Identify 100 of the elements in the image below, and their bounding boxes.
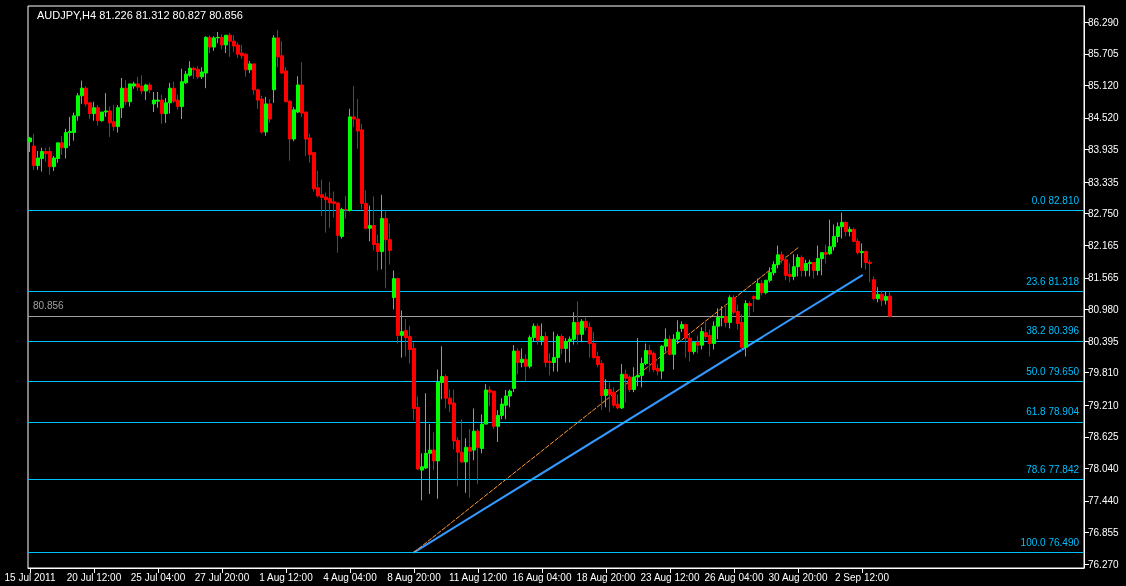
candlestick bbox=[872, 275, 876, 301]
ref-line-label: 38.2 80.396 bbox=[1026, 325, 1080, 337]
y-tick-label: 76.270 bbox=[1088, 558, 1120, 570]
candlestick bbox=[384, 209, 388, 289]
x-tick-label: 27 Jul 20:00 bbox=[194, 571, 250, 583]
x-tick-label: 4 Aug 04:00 bbox=[323, 571, 378, 583]
candlestick bbox=[124, 79, 128, 106]
candlestick bbox=[524, 353, 528, 382]
y-tick-label: 83.335 bbox=[1088, 176, 1120, 188]
candlestick bbox=[268, 98, 272, 124]
candlestick bbox=[180, 68, 184, 120]
candlestick bbox=[340, 207, 344, 240]
candlestick bbox=[556, 333, 560, 373]
y-tick-label: 82.165 bbox=[1088, 239, 1120, 251]
y-tick-label: 86.290 bbox=[1088, 16, 1120, 28]
candlestick bbox=[504, 389, 508, 420]
candlestick bbox=[760, 279, 764, 296]
candlestick bbox=[684, 323, 688, 359]
candlestick bbox=[824, 244, 828, 264]
x-tick-label: 26 Aug 04:00 bbox=[704, 571, 764, 583]
candlestick bbox=[196, 65, 200, 80]
candlestick bbox=[220, 33, 224, 50]
candlestick bbox=[812, 261, 816, 280]
ref-line-label: 0.0 82.810 bbox=[1031, 194, 1080, 206]
candlestick bbox=[192, 66, 196, 80]
candlestick bbox=[540, 323, 544, 346]
y-tick-label: 80.395 bbox=[1088, 335, 1120, 347]
chart-title: AUDJPY,H4 81.226 81.312 80.827 80.856 bbox=[37, 8, 243, 21]
candlestick bbox=[264, 96, 268, 137]
candlestick bbox=[724, 304, 728, 328]
y-tick-label: 79.810 bbox=[1088, 367, 1120, 379]
candlestick bbox=[476, 428, 480, 485]
candlestick bbox=[848, 226, 852, 237]
candlestick bbox=[576, 300, 580, 346]
x-tick-label: 20 Jul 12:00 bbox=[66, 571, 122, 583]
candlestick bbox=[108, 106, 112, 138]
x-tick-label: 11 Aug 12:00 bbox=[448, 571, 508, 583]
candlestick bbox=[612, 386, 616, 408]
candlestick bbox=[800, 254, 804, 277]
candlestick bbox=[468, 428, 472, 499]
y-tick-label: 76.855 bbox=[1088, 527, 1120, 539]
candlestick bbox=[140, 74, 144, 95]
candlestick bbox=[92, 101, 96, 122]
candlestick bbox=[396, 277, 400, 345]
ref-line-label: 50.0 79.650 bbox=[1026, 365, 1080, 377]
candlestick bbox=[884, 291, 888, 306]
candlestick bbox=[620, 363, 624, 410]
candlestick bbox=[792, 253, 796, 281]
y-tick-label: 85.120 bbox=[1088, 80, 1120, 92]
candlestick bbox=[696, 334, 700, 354]
candlestick bbox=[756, 278, 760, 300]
candlestick bbox=[380, 194, 384, 270]
candlestick bbox=[604, 378, 608, 408]
candlestick bbox=[40, 147, 44, 173]
candlestick bbox=[648, 344, 652, 373]
candlestick bbox=[28, 136, 32, 153]
y-tick-label: 82.750 bbox=[1088, 208, 1120, 220]
candlestick bbox=[248, 60, 252, 74]
candlestick bbox=[624, 368, 628, 403]
candlestick bbox=[208, 34, 212, 54]
candlestick bbox=[832, 224, 836, 251]
candlestick bbox=[700, 326, 704, 350]
candlestick bbox=[160, 94, 164, 125]
ref-line-label: 80.856 bbox=[33, 300, 65, 312]
candlestick bbox=[860, 242, 864, 269]
x-tick-label: 25 Jul 04:00 bbox=[130, 571, 186, 583]
candlestick bbox=[680, 320, 684, 333]
y-tick-label: 78.625 bbox=[1088, 431, 1120, 443]
x-tick-label: 16 Aug 04:00 bbox=[512, 571, 572, 583]
candlestick bbox=[840, 212, 844, 240]
candlestick bbox=[444, 373, 448, 409]
ref-line-label: 78.6 77.842 bbox=[1026, 463, 1080, 475]
candlestick bbox=[744, 299, 748, 358]
candlestick bbox=[472, 407, 476, 461]
candlestick bbox=[752, 294, 756, 313]
candlestick bbox=[136, 76, 140, 92]
candlestick bbox=[148, 82, 152, 94]
candlestick bbox=[368, 205, 372, 242]
candlestick bbox=[212, 35, 216, 52]
x-tick-label: 23 Aug 12:00 bbox=[640, 571, 700, 583]
ref-line-label: 23.6 81.318 bbox=[1026, 275, 1080, 287]
candlestick bbox=[344, 195, 348, 220]
ref-line-label: 100.0 76.490 bbox=[1020, 536, 1080, 548]
candlestick bbox=[816, 245, 820, 276]
candlestick bbox=[152, 91, 156, 113]
x-tick-label: 2 Sep 12:00 bbox=[835, 571, 890, 583]
y-tick-label: 78.040 bbox=[1088, 462, 1120, 474]
candlestick bbox=[828, 219, 832, 256]
candlestick bbox=[888, 290, 892, 319]
candlestick bbox=[784, 255, 788, 281]
candlestick bbox=[880, 290, 884, 307]
candlestick bbox=[144, 83, 148, 101]
candlestick bbox=[668, 334, 672, 356]
candlestick bbox=[272, 34, 276, 104]
candlestick bbox=[552, 331, 556, 373]
candlestick bbox=[808, 259, 812, 277]
candlestick bbox=[392, 270, 396, 310]
candlestick bbox=[844, 220, 848, 237]
candlestick bbox=[104, 92, 108, 118]
candlestick bbox=[432, 431, 436, 471]
